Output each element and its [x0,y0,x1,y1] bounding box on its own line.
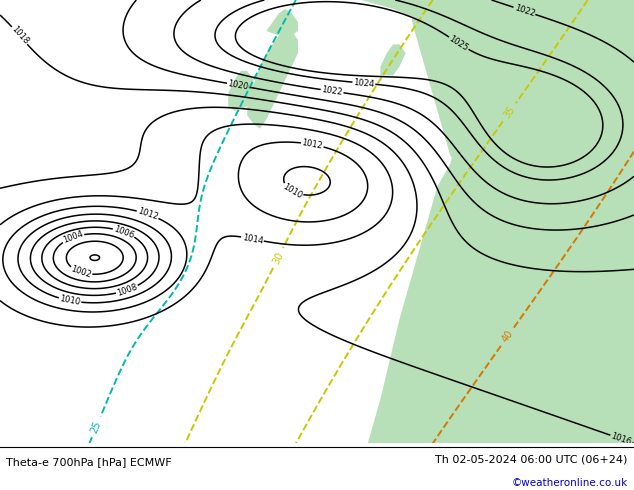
Text: 1025: 1025 [448,34,470,53]
Text: 1012: 1012 [301,138,323,151]
Polygon shape [247,31,298,128]
Polygon shape [228,71,254,111]
Text: Theta-e 700hPa [hPa] ECMWF: Theta-e 700hPa [hPa] ECMWF [6,457,172,467]
Text: 25: 25 [89,419,103,435]
Polygon shape [412,0,571,191]
Text: Th 02-05-2024 06:00 UTC (06+24): Th 02-05-2024 06:00 UTC (06+24) [436,455,628,465]
Polygon shape [266,9,298,35]
Polygon shape [361,0,634,443]
Text: 1002: 1002 [70,265,93,280]
Text: 1022: 1022 [513,3,536,19]
Text: 1024: 1024 [353,78,375,89]
Text: 1010: 1010 [59,294,81,307]
Text: 1012: 1012 [136,207,159,222]
Text: 1006: 1006 [112,224,136,240]
Text: 40: 40 [500,329,515,344]
Text: 1014: 1014 [242,233,264,245]
Text: 1010: 1010 [281,182,304,200]
Polygon shape [380,44,406,75]
Text: 30: 30 [271,250,285,266]
Text: 1020: 1020 [227,79,249,92]
Text: 35: 35 [501,104,517,120]
Text: 1016: 1016 [610,431,633,447]
Text: 1004: 1004 [61,229,84,245]
Text: 1018: 1018 [9,24,30,47]
Text: 1008: 1008 [115,282,139,298]
Text: ©weatheronline.co.uk: ©weatheronline.co.uk [512,478,628,488]
Text: 1022: 1022 [321,85,343,97]
